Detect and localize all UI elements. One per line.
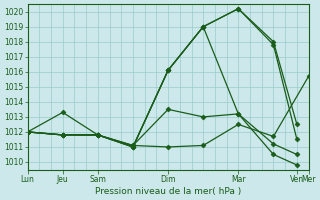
X-axis label: Pression niveau de la mer( hPa ): Pression niveau de la mer( hPa ) [95,187,241,196]
